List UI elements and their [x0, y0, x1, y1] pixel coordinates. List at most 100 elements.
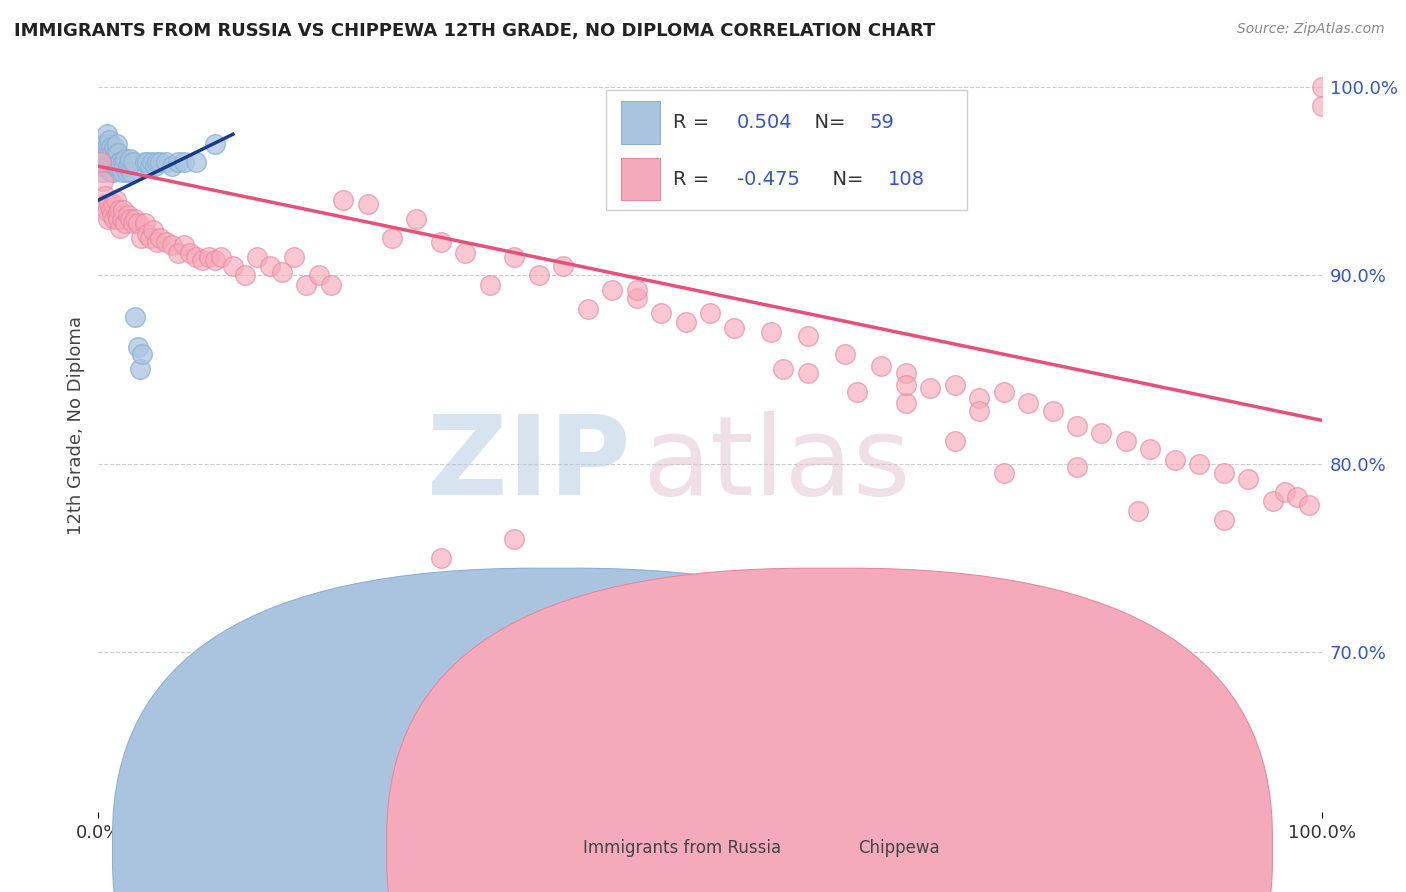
Point	[283, 250, 305, 264]
Point	[222, 259, 245, 273]
Point	[105, 159, 128, 173]
Point	[894, 366, 917, 380]
Point	[114, 216, 136, 230]
Point	[98, 146, 121, 161]
Point	[600, 284, 623, 298]
Point	[103, 140, 125, 154]
Point	[626, 284, 648, 298]
Point	[270, 686, 294, 700]
Point	[117, 208, 139, 222]
Point	[121, 216, 143, 230]
Point	[259, 259, 281, 273]
Point	[295, 277, 318, 292]
Text: Source: ZipAtlas.com: Source: ZipAtlas.com	[1237, 22, 1385, 37]
Point	[675, 315, 697, 329]
Point	[143, 159, 166, 173]
Point	[101, 155, 124, 169]
Point	[845, 385, 868, 400]
Point	[101, 208, 124, 222]
Point	[381, 231, 404, 245]
Text: Chippewa: Chippewa	[858, 839, 939, 857]
Point	[107, 211, 129, 226]
Point	[127, 216, 149, 230]
Point	[1212, 466, 1234, 480]
Point	[1212, 513, 1234, 527]
Point	[100, 155, 122, 169]
Point	[104, 146, 127, 161]
Point	[503, 532, 526, 546]
Point	[115, 165, 138, 179]
Point	[100, 165, 122, 179]
Point	[993, 466, 1015, 480]
Point	[146, 155, 169, 169]
Point	[356, 197, 378, 211]
Point	[134, 155, 156, 169]
Point	[108, 155, 131, 169]
Point	[91, 174, 114, 188]
Point	[100, 202, 122, 217]
Point	[173, 155, 195, 169]
Point	[127, 340, 149, 354]
Point	[797, 366, 820, 380]
Point	[103, 159, 125, 173]
Point	[1286, 491, 1309, 505]
Point	[124, 211, 146, 226]
Point	[111, 211, 134, 226]
Text: ZIP: ZIP	[427, 411, 630, 518]
Point	[186, 250, 208, 264]
Point	[90, 155, 112, 169]
Point	[209, 250, 232, 264]
Point	[103, 211, 125, 226]
Point	[167, 245, 190, 260]
Point	[1310, 80, 1333, 95]
Point	[94, 161, 117, 175]
Point	[723, 321, 745, 335]
Text: 0.504: 0.504	[737, 113, 793, 132]
Point	[943, 434, 966, 448]
Point	[94, 197, 117, 211]
Point	[121, 155, 143, 169]
Point	[120, 165, 142, 179]
Text: R =: R =	[673, 113, 716, 132]
Point	[173, 238, 195, 252]
Point	[155, 155, 177, 169]
Point	[93, 155, 115, 169]
Point	[308, 268, 330, 283]
Point	[1115, 434, 1137, 448]
Point	[96, 140, 118, 154]
Point	[96, 127, 118, 141]
Point	[105, 208, 128, 222]
Point	[233, 268, 256, 283]
Point	[129, 362, 152, 376]
Point	[101, 165, 124, 179]
Text: Immigrants from Russia: Immigrants from Russia	[583, 839, 782, 857]
Point	[772, 362, 794, 376]
Point	[111, 165, 134, 179]
Point	[197, 250, 219, 264]
Point	[94, 146, 117, 161]
Point	[108, 202, 131, 217]
Point	[761, 325, 783, 339]
Point	[1310, 99, 1333, 113]
Point	[1164, 452, 1187, 467]
Point	[104, 193, 127, 207]
Point	[155, 235, 177, 249]
Point	[527, 268, 550, 283]
Point	[139, 159, 162, 173]
Point	[699, 306, 721, 320]
Point	[110, 155, 132, 169]
Point	[1237, 472, 1260, 486]
Bar	[620, 158, 659, 200]
Point	[149, 231, 172, 245]
Point	[117, 159, 139, 173]
Point	[1139, 442, 1161, 456]
Point	[186, 155, 208, 169]
Point	[97, 155, 120, 169]
Point	[136, 227, 159, 241]
Point	[139, 231, 162, 245]
FancyBboxPatch shape	[606, 90, 967, 210]
Point	[894, 396, 917, 410]
Point	[107, 159, 129, 173]
Text: 108: 108	[887, 169, 924, 188]
Point	[967, 391, 990, 405]
